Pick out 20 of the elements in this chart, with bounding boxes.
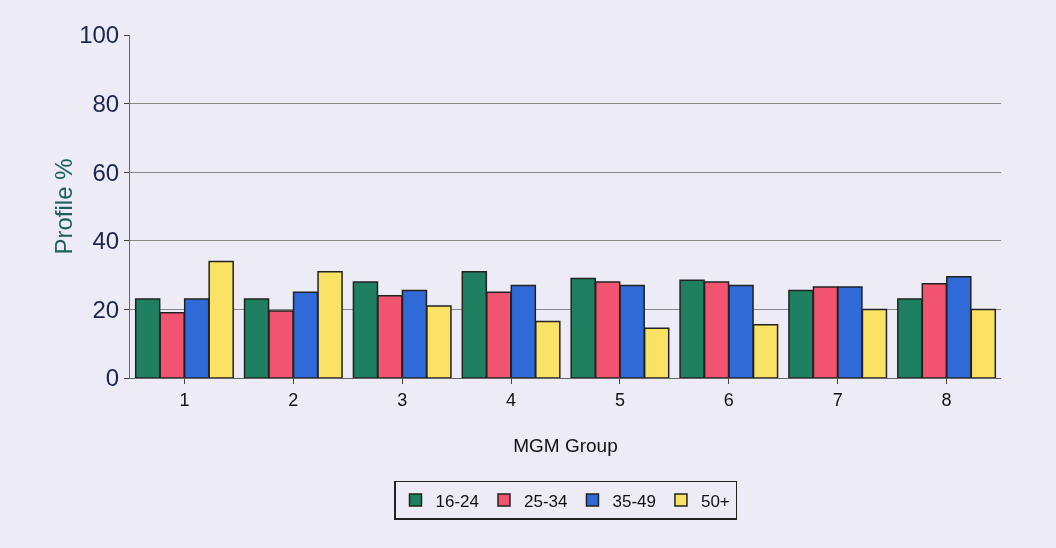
legend-label: 35-49 [612, 491, 656, 511]
y-tick-label: 20 [92, 295, 120, 323]
x-tick-label: 4 [506, 389, 517, 410]
y-tick-label: 60 [92, 158, 120, 186]
x-tick-label: 6 [723, 389, 734, 410]
x-tick-label: 7 [832, 389, 843, 410]
legend-label: 25-34 [523, 491, 568, 511]
y-tick-label: 100 [79, 21, 120, 49]
x-tick-label: 8 [941, 389, 952, 410]
x-tick-label: 3 [397, 389, 408, 410]
x-tick-label: 1 [179, 389, 190, 410]
legend-label: 50+ [700, 491, 730, 511]
y-axis-title: Profile % [50, 158, 77, 255]
legend-label: 16-24 [435, 491, 479, 511]
x-axis-title: MGM Group [513, 435, 618, 457]
y-tick-label: 0 [105, 364, 120, 392]
y-tick-label: 80 [92, 90, 120, 117]
x-tick-label: 5 [614, 389, 625, 410]
y-tick-label: 40 [92, 227, 120, 255]
x-tick-label: 2 [288, 389, 299, 410]
